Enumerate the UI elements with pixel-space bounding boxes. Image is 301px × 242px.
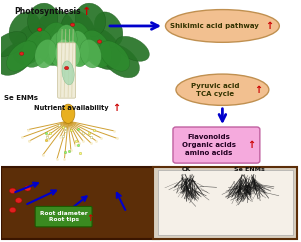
Text: CK: CK bbox=[182, 166, 191, 172]
Ellipse shape bbox=[68, 31, 89, 67]
Ellipse shape bbox=[76, 3, 106, 37]
FancyBboxPatch shape bbox=[57, 43, 76, 98]
Ellipse shape bbox=[176, 74, 269, 105]
Ellipse shape bbox=[0, 31, 26, 56]
Ellipse shape bbox=[60, 10, 97, 63]
Text: Root diameter
Root tips: Root diameter Root tips bbox=[40, 211, 88, 222]
Text: ↑: ↑ bbox=[247, 140, 255, 150]
Text: ↑: ↑ bbox=[82, 7, 92, 16]
Ellipse shape bbox=[9, 12, 40, 47]
Ellipse shape bbox=[82, 30, 111, 68]
Ellipse shape bbox=[65, 40, 80, 67]
Ellipse shape bbox=[62, 61, 74, 85]
Text: ↑: ↑ bbox=[254, 85, 262, 95]
Text: Flavonoids
Organic acids
amino acids: Flavonoids Organic acids amino acids bbox=[182, 134, 236, 156]
Ellipse shape bbox=[12, 23, 49, 65]
Ellipse shape bbox=[48, 31, 73, 67]
Ellipse shape bbox=[166, 10, 279, 42]
FancyBboxPatch shape bbox=[35, 206, 92, 227]
Ellipse shape bbox=[0, 42, 35, 75]
Text: ↑: ↑ bbox=[86, 214, 94, 223]
Circle shape bbox=[9, 188, 16, 193]
Ellipse shape bbox=[55, 39, 72, 68]
Circle shape bbox=[9, 207, 16, 213]
Circle shape bbox=[20, 52, 24, 55]
Circle shape bbox=[64, 66, 69, 70]
Ellipse shape bbox=[56, 25, 77, 54]
Circle shape bbox=[15, 198, 22, 203]
Ellipse shape bbox=[102, 44, 139, 78]
Ellipse shape bbox=[84, 28, 121, 69]
Ellipse shape bbox=[116, 36, 149, 61]
FancyBboxPatch shape bbox=[173, 127, 260, 163]
Text: Photosynthesis: Photosynthesis bbox=[14, 7, 80, 16]
Text: Nutrient availability: Nutrient availability bbox=[34, 105, 108, 111]
Ellipse shape bbox=[27, 3, 58, 37]
Text: Pyruvic acid
TCA cycle: Pyruvic acid TCA cycle bbox=[191, 83, 239, 97]
Text: Se ENMs: Se ENMs bbox=[234, 166, 265, 172]
Ellipse shape bbox=[7, 41, 37, 71]
Text: Se ENMs: Se ENMs bbox=[4, 95, 38, 101]
FancyBboxPatch shape bbox=[158, 170, 293, 235]
FancyBboxPatch shape bbox=[1, 167, 160, 239]
FancyBboxPatch shape bbox=[154, 167, 297, 239]
Circle shape bbox=[24, 186, 31, 191]
Ellipse shape bbox=[33, 10, 76, 63]
Circle shape bbox=[70, 23, 75, 26]
Text: ↑: ↑ bbox=[112, 103, 120, 113]
Circle shape bbox=[38, 28, 42, 31]
Circle shape bbox=[98, 40, 102, 43]
Ellipse shape bbox=[39, 23, 70, 66]
Ellipse shape bbox=[61, 104, 75, 123]
Text: Shikimic acid pathway: Shikimic acid pathway bbox=[170, 23, 259, 29]
Ellipse shape bbox=[65, 23, 92, 66]
Ellipse shape bbox=[80, 39, 101, 68]
Ellipse shape bbox=[94, 12, 123, 47]
Ellipse shape bbox=[35, 39, 56, 68]
Text: ↑: ↑ bbox=[265, 21, 273, 31]
Ellipse shape bbox=[100, 41, 130, 71]
Ellipse shape bbox=[22, 30, 51, 68]
